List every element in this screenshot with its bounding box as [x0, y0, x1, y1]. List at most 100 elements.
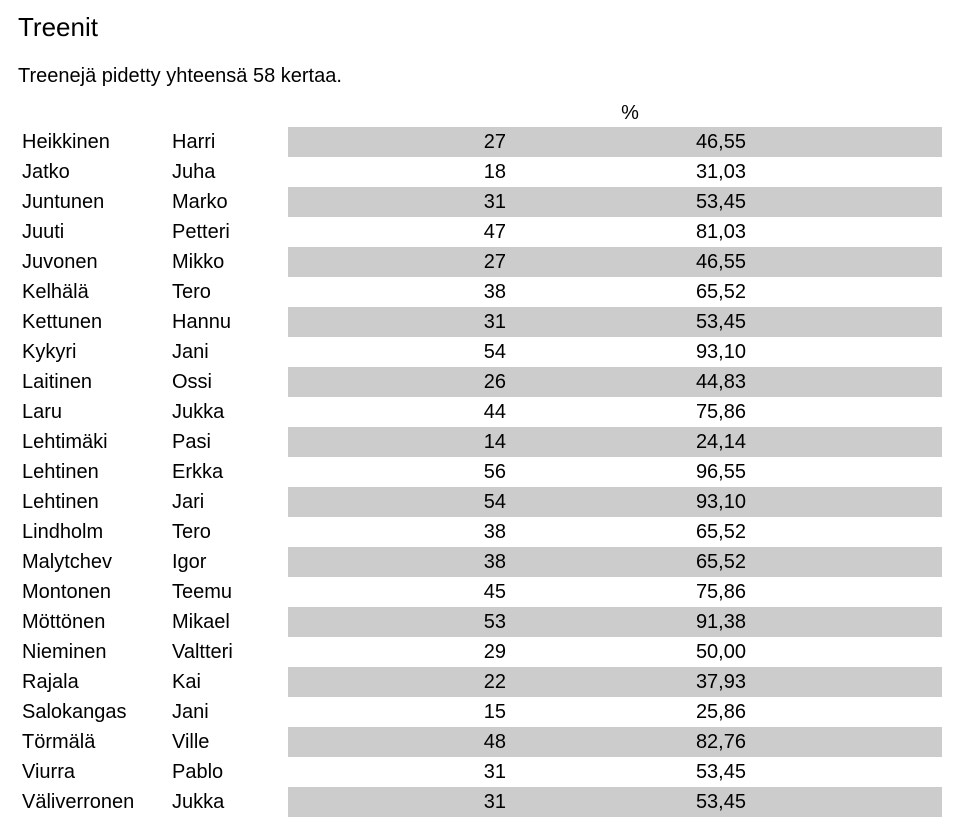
cell-firstname: Harri — [168, 127, 288, 157]
table-row: LaitinenOssi2644,83 — [18, 367, 942, 397]
cell-percent: 96,55 — [510, 457, 750, 487]
cell-count: 53 — [288, 607, 510, 637]
cell-percent: 82,76 — [510, 727, 750, 757]
table-header: % — [18, 100, 942, 127]
cell-count: 31 — [288, 787, 510, 817]
cell-percent: 65,52 — [510, 517, 750, 547]
cell-lastname: Lehtinen — [18, 457, 168, 487]
cell-spacer — [750, 757, 942, 787]
cell-percent: 65,52 — [510, 547, 750, 577]
cell-spacer — [750, 247, 942, 277]
cell-count: 44 — [288, 397, 510, 427]
cell-lastname: Juuti — [18, 217, 168, 247]
cell-lastname: Väliverronen — [18, 787, 168, 817]
cell-percent: 25,86 — [510, 697, 750, 727]
cell-firstname: Mikko — [168, 247, 288, 277]
cell-percent: 24,14 — [510, 427, 750, 457]
cell-percent: 53,45 — [510, 307, 750, 337]
table-row: LehtinenJari5493,10 — [18, 487, 942, 517]
table-row: HeikkinenHarri2746,55 — [18, 127, 942, 157]
page-title: Treenit — [18, 12, 942, 43]
cell-percent: 53,45 — [510, 757, 750, 787]
cell-spacer — [750, 637, 942, 667]
cell-lastname: Juntunen — [18, 187, 168, 217]
cell-percent: 50,00 — [510, 637, 750, 667]
cell-count: 45 — [288, 577, 510, 607]
cell-percent: 46,55 — [510, 247, 750, 277]
cell-spacer — [750, 187, 942, 217]
cell-lastname: Laru — [18, 397, 168, 427]
header-col-last — [18, 100, 168, 127]
table-row: MontonenTeemu4575,86 — [18, 577, 942, 607]
cell-lastname: Lehtinen — [18, 487, 168, 517]
header-col-count — [288, 100, 510, 127]
header-col-first — [168, 100, 288, 127]
cell-percent: 53,45 — [510, 187, 750, 217]
cell-spacer — [750, 337, 942, 367]
cell-firstname: Mikael — [168, 607, 288, 637]
cell-firstname: Jari — [168, 487, 288, 517]
cell-count: 38 — [288, 517, 510, 547]
cell-lastname: Kelhälä — [18, 277, 168, 307]
cell-firstname: Ville — [168, 727, 288, 757]
cell-lastname: Laitinen — [18, 367, 168, 397]
table-row: RajalaKai2237,93 — [18, 667, 942, 697]
cell-percent: 53,45 — [510, 787, 750, 817]
cell-spacer — [750, 667, 942, 697]
cell-percent: 46,55 — [510, 127, 750, 157]
cell-percent: 37,93 — [510, 667, 750, 697]
page-subtitle: Treenejä pidetty yhteensä 58 kertaa. — [18, 65, 942, 88]
cell-lastname: Malytchev — [18, 547, 168, 577]
cell-count: 27 — [288, 127, 510, 157]
cell-count: 56 — [288, 457, 510, 487]
cell-percent: 65,52 — [510, 277, 750, 307]
cell-firstname: Tero — [168, 277, 288, 307]
cell-firstname: Marko — [168, 187, 288, 217]
header-col-percent: % — [510, 100, 750, 127]
table-row: KettunenHannu3153,45 — [18, 307, 942, 337]
cell-spacer — [750, 547, 942, 577]
table-row: KykyriJani5493,10 — [18, 337, 942, 367]
cell-firstname: Igor — [168, 547, 288, 577]
cell-lastname: Jatko — [18, 157, 168, 187]
cell-count: 29 — [288, 637, 510, 667]
cell-count: 26 — [288, 367, 510, 397]
table-row: JatkoJuha1831,03 — [18, 157, 942, 187]
cell-count: 48 — [288, 727, 510, 757]
cell-count: 14 — [288, 427, 510, 457]
cell-firstname: Tero — [168, 517, 288, 547]
table-row: ViurraPablo3153,45 — [18, 757, 942, 787]
table-row: LindholmTero3865,52 — [18, 517, 942, 547]
cell-count: 38 — [288, 277, 510, 307]
cell-spacer — [750, 607, 942, 637]
table-row: LehtinenErkka5696,55 — [18, 457, 942, 487]
cell-count: 47 — [288, 217, 510, 247]
cell-spacer — [750, 577, 942, 607]
cell-spacer — [750, 217, 942, 247]
cell-lastname: Lindholm — [18, 517, 168, 547]
cell-firstname: Petteri — [168, 217, 288, 247]
cell-percent: 44,83 — [510, 367, 750, 397]
cell-firstname: Juha — [168, 157, 288, 187]
cell-firstname: Teemu — [168, 577, 288, 607]
cell-spacer — [750, 727, 942, 757]
cell-percent: 93,10 — [510, 337, 750, 367]
table-row: JuntunenMarko3153,45 — [18, 187, 942, 217]
cell-firstname: Jukka — [168, 397, 288, 427]
table-row: LaruJukka4475,86 — [18, 397, 942, 427]
cell-firstname: Valtteri — [168, 637, 288, 667]
cell-count: 31 — [288, 187, 510, 217]
table-row: MalytchevIgor3865,52 — [18, 547, 942, 577]
cell-lastname: Kettunen — [18, 307, 168, 337]
table-row: JuvonenMikko2746,55 — [18, 247, 942, 277]
cell-firstname: Jani — [168, 337, 288, 367]
cell-count: 31 — [288, 307, 510, 337]
cell-firstname: Pasi — [168, 427, 288, 457]
table-row: MöttönenMikael5391,38 — [18, 607, 942, 637]
header-col-spacer — [750, 100, 942, 127]
cell-spacer — [750, 457, 942, 487]
cell-firstname: Jani — [168, 697, 288, 727]
cell-lastname: Törmälä — [18, 727, 168, 757]
cell-percent: 75,86 — [510, 397, 750, 427]
cell-count: 22 — [288, 667, 510, 697]
